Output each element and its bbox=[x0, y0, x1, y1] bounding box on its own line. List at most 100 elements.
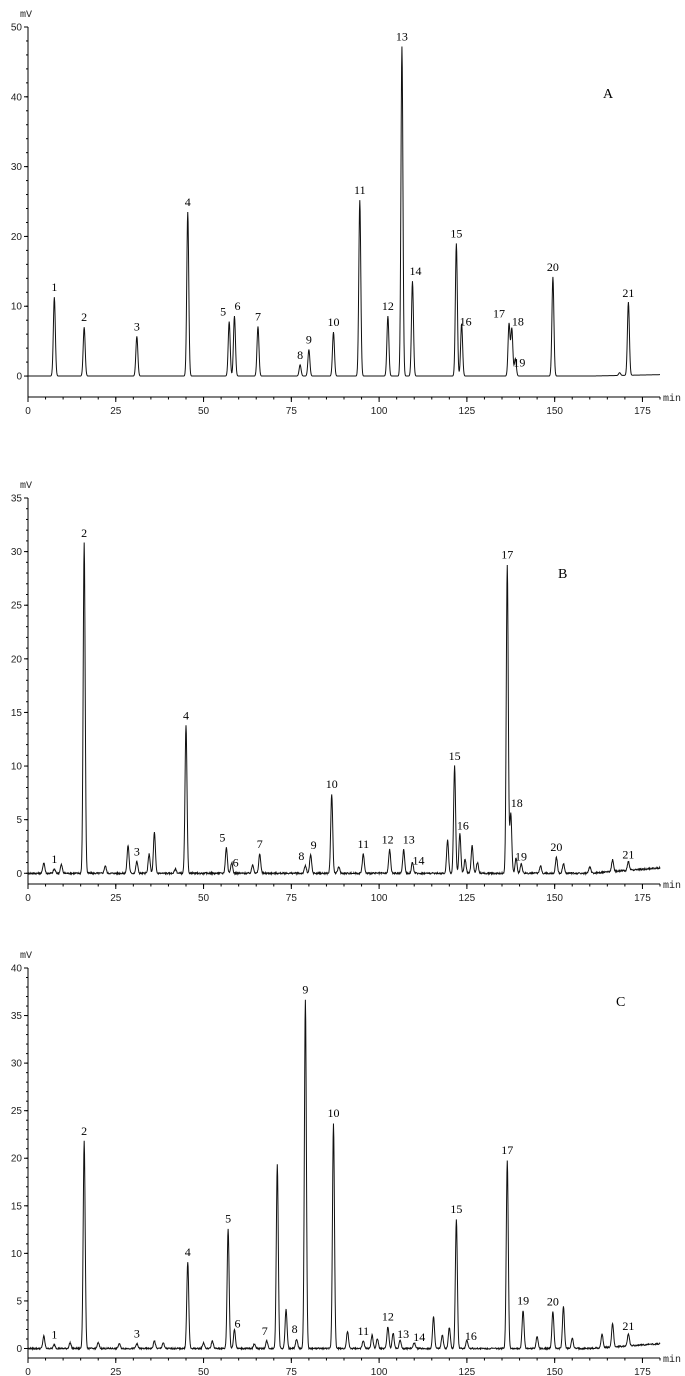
peak-label: 11 bbox=[358, 837, 370, 851]
peak-label: 15 bbox=[450, 226, 462, 240]
x-tick-label: 25 bbox=[110, 1367, 122, 1376]
peak-label: 16 bbox=[460, 315, 472, 329]
y-axis-label: mV bbox=[20, 481, 32, 492]
peak-label: 19 bbox=[517, 1293, 529, 1307]
peak-label: 14 bbox=[412, 854, 424, 868]
y-tick-label: 5 bbox=[16, 1296, 22, 1307]
peak-label: 9 bbox=[302, 982, 308, 996]
peak-label: 7 bbox=[257, 837, 263, 851]
peak-label: 8 bbox=[292, 1322, 298, 1336]
y-tick-label: 40 bbox=[11, 964, 23, 975]
peak-label: 3 bbox=[134, 1327, 140, 1341]
y-tick-label: 5 bbox=[16, 815, 22, 826]
peak-label: 18 bbox=[512, 315, 524, 329]
peak-label: 19 bbox=[513, 356, 525, 370]
y-tick-label: 35 bbox=[11, 1011, 23, 1022]
peak-label: 6 bbox=[234, 1316, 240, 1330]
peak-label: 4 bbox=[185, 195, 191, 209]
peak-label: 10 bbox=[327, 1106, 339, 1120]
chromatogram-trace bbox=[27, 542, 661, 876]
x-axis-label: min bbox=[663, 880, 681, 892]
peak-label: 18 bbox=[511, 796, 523, 810]
y-tick-label: 15 bbox=[11, 1201, 23, 1212]
peak-label: 10 bbox=[327, 315, 339, 329]
y-axis-label: mV bbox=[20, 951, 32, 962]
peak-label: 4 bbox=[185, 1245, 191, 1259]
peak-label: 5 bbox=[220, 305, 226, 319]
peak-label: 13 bbox=[396, 30, 408, 44]
peak-label: 6 bbox=[234, 299, 240, 313]
peak-label: 1 bbox=[51, 1328, 57, 1342]
peak-label: 15 bbox=[449, 749, 461, 763]
x-tick-label: 100 bbox=[371, 406, 388, 417]
y-tick-label: 10 bbox=[11, 1249, 23, 1260]
x-tick-label: 100 bbox=[371, 893, 388, 904]
peak-label: 13 bbox=[397, 1327, 409, 1341]
x-axis-label: min bbox=[663, 393, 681, 405]
x-tick-label: 125 bbox=[459, 406, 476, 417]
peak-label: 20 bbox=[547, 1294, 559, 1308]
y-tick-label: 30 bbox=[11, 547, 23, 558]
y-tick-label: 20 bbox=[11, 232, 23, 243]
x-tick-label: 50 bbox=[198, 1367, 210, 1376]
peak-label: 21 bbox=[622, 848, 634, 862]
peak-label: 5 bbox=[219, 831, 225, 845]
peak-label: 5 bbox=[225, 1212, 231, 1226]
y-tick-label: 30 bbox=[11, 162, 23, 173]
peak-label: 2 bbox=[81, 1124, 87, 1138]
peak-label: 19 bbox=[515, 849, 527, 863]
peak-label: 21 bbox=[622, 286, 634, 300]
peak-label: 4 bbox=[183, 708, 189, 722]
x-tick-label: 125 bbox=[459, 1367, 476, 1376]
peak-label: 16 bbox=[465, 1329, 477, 1343]
panel-label: B bbox=[558, 567, 567, 582]
y-axis-label: mV bbox=[20, 10, 32, 21]
y-tick-label: 0 bbox=[16, 869, 22, 880]
y-tick-label: 20 bbox=[11, 1154, 23, 1165]
x-tick-label: 125 bbox=[459, 893, 476, 904]
y-tick-label: 20 bbox=[11, 654, 23, 665]
x-axis-label: min bbox=[663, 1354, 681, 1366]
peak-label: 12 bbox=[382, 1310, 394, 1324]
x-tick-label: 100 bbox=[371, 1367, 388, 1376]
peak-label: 16 bbox=[457, 819, 469, 833]
peak-label: 8 bbox=[298, 849, 304, 863]
y-tick-label: 25 bbox=[11, 601, 23, 612]
x-tick-label: 175 bbox=[634, 406, 651, 417]
peak-label: 17 bbox=[501, 1143, 513, 1157]
peak-label: 12 bbox=[382, 833, 394, 847]
peak-label: 9 bbox=[306, 333, 312, 347]
peak-label: 2 bbox=[81, 526, 87, 540]
y-tick-label: 35 bbox=[11, 494, 23, 505]
peak-label: 12 bbox=[382, 299, 394, 313]
chromatogram-trace bbox=[27, 999, 661, 1351]
peak-label: 20 bbox=[550, 840, 562, 854]
x-tick-label: 50 bbox=[198, 893, 210, 904]
x-tick-label: 0 bbox=[25, 893, 31, 904]
peak-label: 10 bbox=[326, 777, 338, 791]
y-tick-label: 15 bbox=[11, 708, 23, 719]
y-tick-label: 40 bbox=[11, 92, 23, 103]
x-tick-label: 75 bbox=[286, 406, 298, 417]
peak-label: 11 bbox=[354, 183, 366, 197]
peak-label: 14 bbox=[409, 264, 421, 278]
x-tick-label: 150 bbox=[546, 406, 563, 417]
peak-label: 7 bbox=[262, 1324, 268, 1338]
peak-label: 1 bbox=[51, 852, 57, 866]
x-tick-label: 175 bbox=[634, 1367, 651, 1376]
peak-label: 21 bbox=[622, 1319, 634, 1333]
peak-label: 17 bbox=[493, 307, 505, 321]
x-tick-label: 75 bbox=[286, 1367, 298, 1376]
x-tick-label: 0 bbox=[25, 1367, 31, 1376]
y-tick-label: 10 bbox=[11, 302, 23, 313]
panel-label: C bbox=[616, 995, 625, 1010]
x-tick-label: 25 bbox=[110, 406, 122, 417]
y-tick-label: 30 bbox=[11, 1059, 23, 1070]
peak-label: 7 bbox=[255, 309, 261, 323]
y-tick-label: 50 bbox=[11, 23, 23, 34]
x-tick-label: 0 bbox=[25, 406, 31, 417]
x-tick-label: 150 bbox=[546, 1367, 563, 1376]
